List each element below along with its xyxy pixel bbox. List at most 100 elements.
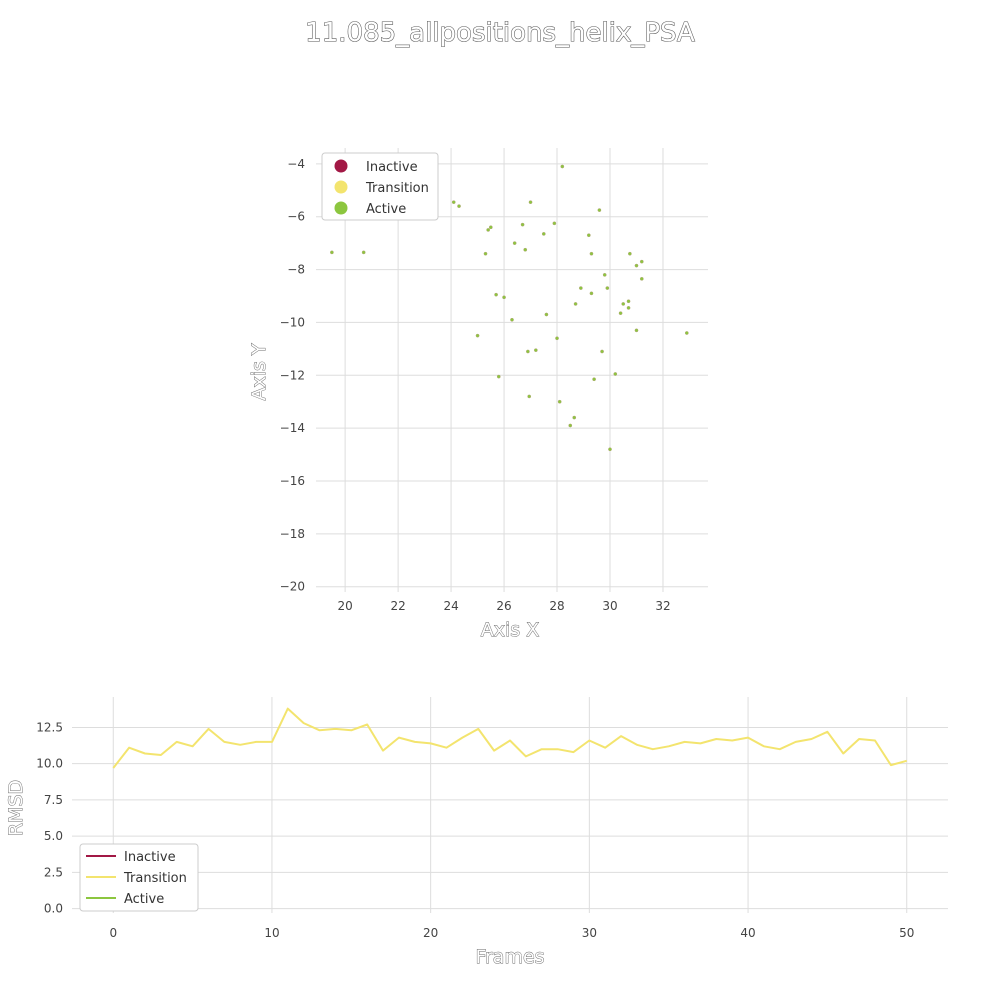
rmsd-y-tick-label: 12.5	[36, 720, 63, 734]
scatter-y-tick-label: −14	[280, 421, 305, 435]
rmsd-x-tick-label: 10	[264, 926, 279, 940]
scatter-point-active	[613, 372, 618, 376]
scatter-point-active	[330, 250, 334, 255]
rmsd-y-tick-label: 5.0	[44, 829, 63, 843]
rmsd-y-tick-label: 10.0	[36, 757, 63, 771]
scatter-point-active	[600, 349, 604, 354]
scatter-point-active	[572, 415, 577, 420]
scatter-point-active	[527, 394, 532, 399]
scatter-point-active	[510, 317, 514, 322]
scatter-y-ticks: −4 −6 −8 −10 −12 −14 −16 −18 −20	[280, 157, 305, 594]
scatter-point-active	[552, 221, 557, 226]
rmsd-y-tick-label: 2.5	[44, 865, 63, 879]
scatter-point-active	[457, 204, 461, 208]
scatter-x-tick-label: 32	[655, 599, 670, 613]
scatter-x-tick-label: 28	[549, 599, 564, 613]
scatter-point-active	[639, 276, 644, 281]
scatter-point-active	[592, 377, 596, 382]
scatter-point-active	[597, 208, 602, 212]
scatter-point-active	[626, 306, 631, 310]
rmsd-series	[112, 707, 907, 769]
rmsd-legend-label-inactive: Inactive	[124, 850, 176, 865]
rmsd-y-axis-label: RMSD	[5, 780, 27, 836]
rmsd-chart: 0 10 20 30 40 50 0.02.55.07.510.012.5 Frames …	[5, 697, 948, 968]
scatter-point-active	[568, 423, 573, 428]
scatter-legend: Inactive Transition Active	[321, 152, 439, 221]
scatter-points	[330, 164, 689, 452]
scatter-point-active	[639, 259, 644, 264]
scatter-legend-label-active: Active	[366, 202, 406, 217]
rmsd-legend-box	[79, 843, 199, 912]
rmsd-legend-label-transition: Transition	[123, 871, 187, 886]
rmsd-x-tick-label: 40	[740, 926, 755, 940]
rmsd-y-ticks: 0.0 2.5 5.0 7.5 10.0 12.5	[36, 720, 63, 915]
scatter-legend-marker-inactive	[334, 159, 348, 173]
rmsd-x-tick-label: 0	[109, 926, 117, 940]
scatter-point-active	[621, 302, 626, 306]
scatter-point-active	[528, 200, 533, 205]
scatter-y-tick-label: −16	[280, 474, 305, 488]
scatter-point-active	[533, 348, 538, 353]
scatter-y-tick-label: −18	[280, 527, 305, 541]
rmsd-legend: Inactive Transition Active	[79, 843, 199, 912]
scatter-point-active	[618, 311, 623, 316]
scatter-y-tick-label: −10	[280, 315, 305, 329]
scatter-point-active	[494, 292, 498, 297]
scatter-legend-marker-transition	[334, 180, 348, 194]
scatter-legend-box	[321, 152, 439, 221]
scatter-legend-label-transition: Transition	[365, 181, 429, 196]
scatter-point-active	[544, 312, 549, 317]
scatter-point-active	[526, 349, 530, 354]
scatter-x-tick-label: 30	[602, 599, 617, 613]
scatter-y-tick-label: −8	[287, 263, 305, 277]
scatter-point-active	[483, 251, 488, 256]
rmsd-line-transition	[112, 707, 907, 769]
rmsd-x-ticks: 0 10 20 30 40 50	[109, 926, 914, 940]
scatter-legend-label-inactive: Inactive	[366, 160, 418, 175]
scatter-point-active	[488, 225, 493, 230]
scatter-point-active	[451, 200, 456, 205]
scatter-point-active	[634, 263, 639, 268]
scatter-point-active	[579, 286, 583, 290]
rmsd-x-tick-label: 20	[423, 926, 438, 940]
scatter-x-axis-label: Axis X	[481, 619, 539, 641]
scatter-point-active	[628, 251, 632, 256]
scatter-point-active	[555, 336, 559, 341]
scatter-y-tick-label: −12	[280, 368, 305, 382]
scatter-y-tick-label: −4	[287, 157, 305, 171]
scatter-point-active	[557, 399, 562, 404]
scatter-y-tick-label: −20	[280, 580, 305, 594]
scatter-point-active	[602, 273, 607, 277]
scatter-gridlines	[316, 148, 708, 592]
scatter-point-active	[605, 286, 610, 290]
rmsd-x-axis-label: Frames	[475, 946, 544, 968]
scatter-point-active	[361, 250, 366, 255]
scatter-point-active	[608, 447, 612, 452]
scatter-x-ticks: 20 22 24 26 28 30 32	[337, 599, 670, 613]
rmsd-x-tick-label: 50	[899, 926, 914, 940]
scatter-point-active	[684, 331, 689, 335]
scatter-point-active	[520, 222, 525, 227]
scatter-x-tick-label: 20	[337, 599, 352, 613]
scatter-x-tick-label: 22	[390, 599, 405, 613]
scatter-point-active	[523, 247, 528, 252]
scatter-chart: 20 22 24 26 28 30 32 −4−6−8−10−12−14−16−18−20 …	[248, 148, 708, 641]
rmsd-legend-label-active: Active	[124, 892, 164, 907]
scatter-point-active	[634, 328, 639, 333]
chart-title: 11.085_allpositions_helix_PSA	[305, 18, 695, 48]
scatter-point-active	[541, 232, 546, 236]
scatter-point-active	[486, 228, 491, 232]
scatter-y-axis-label: Axis Y	[248, 343, 270, 400]
scatter-x-tick-label: 26	[496, 599, 511, 613]
scatter-point-active	[586, 233, 591, 238]
scatter-point-active	[589, 251, 594, 256]
scatter-point-active	[589, 291, 594, 296]
rmsd-y-tick-label: 0.0	[44, 902, 63, 916]
scatter-point-active	[573, 302, 578, 306]
scatter-legend-marker-active	[334, 201, 348, 215]
scatter-y-tick-label: −6	[287, 210, 305, 224]
scatter-point-active	[496, 374, 501, 379]
scatter-point-active	[560, 164, 565, 169]
rmsd-x-tick-label: 30	[582, 926, 597, 940]
